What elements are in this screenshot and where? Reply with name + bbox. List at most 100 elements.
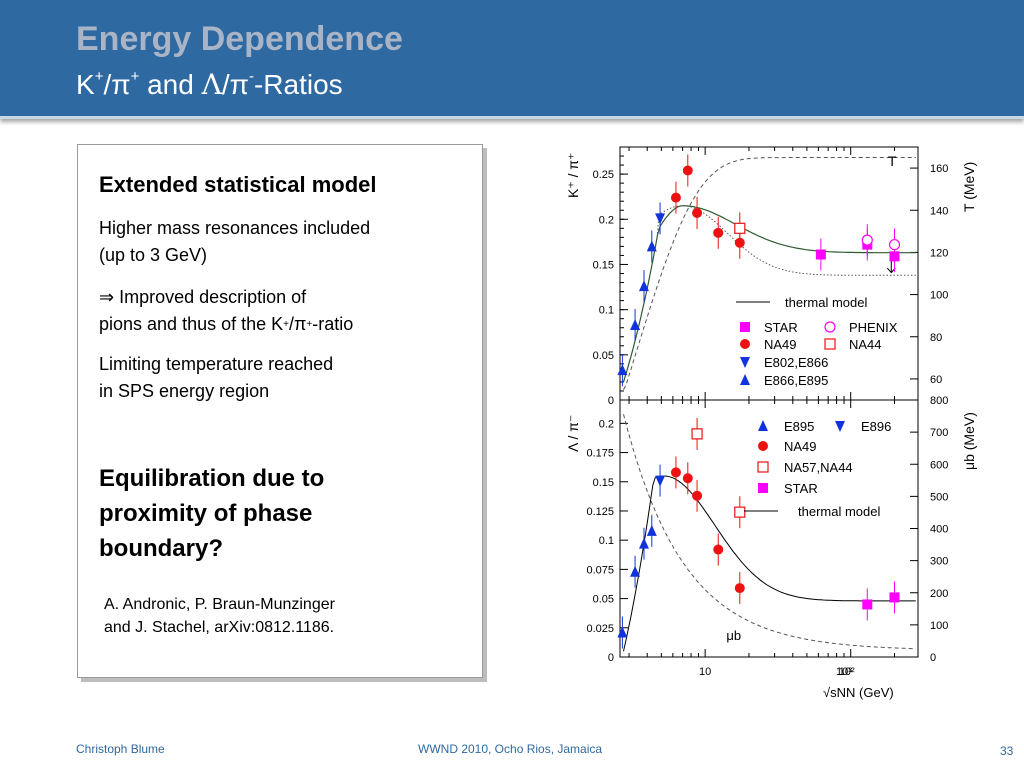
bottom-panel-frame <box>619 399 919 658</box>
bottom-point-star <box>889 592 900 603</box>
box-line1: Higher mass resonances included <box>99 218 371 238</box>
bottom-legend-marker <box>757 461 769 473</box>
bottom-legend-entry: E896 <box>861 419 891 434</box>
top-point-e866-e895 <box>646 240 657 252</box>
box-heading: Extended statistical model <box>99 172 377 197</box>
top-point-star <box>815 249 826 260</box>
top-legend-marker <box>740 322 750 332</box>
y-right-tick-label: 100 <box>930 290 948 302</box>
bottom-thermal-model-curve <box>623 475 916 652</box>
top-point-phenix <box>861 234 873 246</box>
box-heading2-l1: Equilibration due to <box>99 465 325 492</box>
slide-header: Energy Dependence K+/π+ and Λ/π--Ratios <box>0 0 1024 119</box>
top-legend-marker <box>740 339 750 349</box>
citation-l1: A. Andronic, P. Braun-Munzinger <box>104 596 335 613</box>
box-line6: in SPS energy region <box>99 381 270 401</box>
top-legend-entry: NA44 <box>849 337 882 352</box>
slide-title: Energy Dependence <box>76 20 403 58</box>
bottom-y-right-axis-label: μb (MeV) <box>961 412 977 470</box>
x-axis-label: √sNN (GeV) <box>823 685 894 700</box>
bottom-legend-entry: E895 <box>784 419 814 434</box>
top-legend-marker <box>740 374 750 385</box>
bottom-point-star <box>862 599 873 610</box>
y-right-tick-label: 80 <box>930 332 942 344</box>
x-tick-label: 10² <box>839 666 855 678</box>
y-tick-label: 0.075 <box>586 564 614 576</box>
y-right-tick-label: 200 <box>930 588 948 600</box>
y-right-tick-label: 120 <box>930 247 948 259</box>
bottom-legend-entry: NA49 <box>784 439 817 454</box>
bottom-legend-line-label: thermal model <box>798 504 880 519</box>
bottom-point-na49 <box>682 473 693 484</box>
y-right-tick-label: 100 <box>930 620 948 632</box>
y-tick-label: 0.1 <box>599 535 614 547</box>
box-heading2-l3: boundary? <box>99 535 223 562</box>
y-right-tick-label: 300 <box>930 556 948 568</box>
text-box: Extended statistical model Higher mass r… <box>77 144 483 678</box>
x-tick-label: 10 <box>699 666 711 678</box>
y-right-tick-label: 400 <box>930 524 948 536</box>
box-heading2: Equilibration due to proximity of phase … <box>99 461 324 566</box>
bottom-point-e895 <box>638 537 649 549</box>
bottom-point-na49 <box>734 583 745 594</box>
slide-subtitle: K+/π+ and Λ/π--Ratios <box>76 68 343 101</box>
top-point-na49 <box>670 192 681 203</box>
top-y-axis-label: K⁺ / π⁺ <box>565 153 581 198</box>
top-y-right-axis-label: T (MeV) <box>961 162 977 212</box>
bottom-legend-marker <box>835 421 845 432</box>
y-right-tick-label: 500 <box>930 491 948 503</box>
temperature-curve-label: T <box>888 153 897 169</box>
y-right-tick-label: 140 <box>930 205 948 217</box>
box-line4-c: -ratio <box>312 314 354 334</box>
box-line4-a: pions and thus of the K <box>99 314 284 334</box>
y-right-tick-label: 160 <box>930 163 948 175</box>
subtitle-lambda: Λ <box>201 68 222 101</box>
top-legend-entry: PHENIX <box>849 320 898 335</box>
citation-l2: and J. Stachel, arXiv:0812.1186. <box>104 619 335 636</box>
y-tick-label: 0.05 <box>593 350 614 362</box>
footer-event: WWND 2010, Ocho Rios, Jamaica <box>418 742 603 756</box>
top-point-e866-e895 <box>638 280 649 292</box>
bottom-legend-entry: NA57,NA44 <box>784 460 853 475</box>
y-tick-label: 0 <box>608 395 614 407</box>
y-tick-label: 0.2 <box>599 418 614 430</box>
top-legend-entry: STAR <box>764 320 798 335</box>
y-right-tick-label: 60 <box>930 374 942 386</box>
top-point-na49 <box>682 165 693 176</box>
top-legend-marker <box>824 338 836 350</box>
bottom-legend-marker <box>758 441 768 451</box>
top-legend-entry: E802,E866 <box>764 355 828 370</box>
box-line4-b: /π <box>288 314 307 334</box>
box-line4-sup1: + <box>283 319 289 330</box>
subtitle-pi2: /π <box>221 69 249 100</box>
y-tick-label: 0.125 <box>586 506 614 518</box>
top-point-e866-e895 <box>630 319 641 331</box>
box-line4-sup2: + <box>306 319 313 330</box>
top-point-e866-e895 <box>617 364 628 376</box>
footer-page-number: 33 <box>1000 744 1014 758</box>
bottom-point-e895 <box>646 524 657 536</box>
box-line5: Limiting temperature reached <box>99 354 334 374</box>
top-legend-marker <box>740 357 750 368</box>
box-line3: ⇒ Improved description of <box>99 287 307 307</box>
x-tick-label: 10³ <box>836 666 852 678</box>
top-point-na49 <box>713 227 724 238</box>
y-right-tick-label: 700 <box>930 427 948 439</box>
temperature-curve <box>623 157 916 390</box>
top-legend-marker <box>824 321 836 333</box>
bottom-point-e896 <box>655 475 666 487</box>
bottom-point-na49 <box>713 544 724 555</box>
bottom-legend-entry: STAR <box>784 481 818 496</box>
top-legend-entry: NA49 <box>764 337 797 352</box>
bottom-point-na49 <box>670 467 681 478</box>
bottom-point-na57-na44 <box>691 428 703 440</box>
subtitle-pi2-sup: - <box>248 68 254 85</box>
y-tick-label: 0.05 <box>593 594 614 606</box>
y-tick-label: 0.1 <box>599 305 614 317</box>
mu-b-curve-label: μb <box>726 628 741 643</box>
footer-author: Christoph Blume <box>76 742 165 756</box>
top-legend-line-label: thermal model <box>785 295 867 310</box>
box-heading2-l2: proximity of phase <box>99 500 313 527</box>
y-tick-label: 0.15 <box>593 259 614 271</box>
